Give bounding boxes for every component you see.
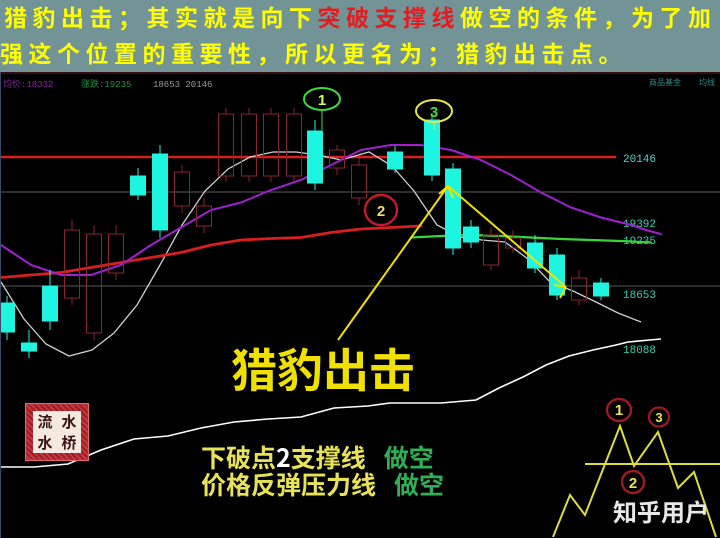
svg-text:1: 1: [615, 402, 623, 419]
svg-text:知乎用户: 知乎用户: [613, 493, 709, 528]
svg-text:3: 3: [655, 410, 662, 425]
svg-text:2: 2: [629, 475, 637, 492]
